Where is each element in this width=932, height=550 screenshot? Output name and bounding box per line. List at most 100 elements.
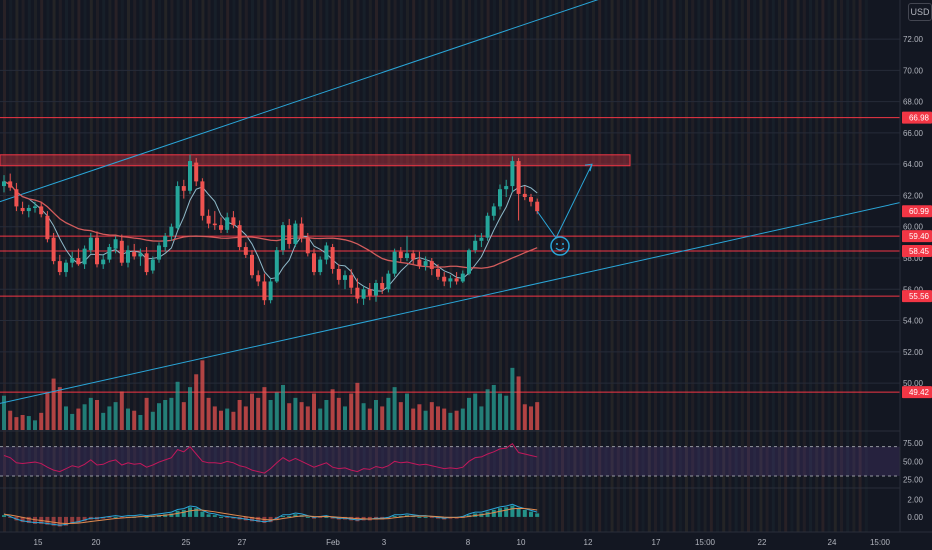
volume-bar: [138, 415, 143, 430]
ma-slow-line: [3, 180, 538, 269]
candle-body: [95, 237, 99, 265]
day-stripe: [511, 0, 515, 532]
day-stripe: [604, 0, 608, 532]
candle-body: [361, 289, 366, 299]
candle-body: [374, 283, 378, 296]
price-tick-label: 62.00: [903, 191, 924, 200]
day-stripe: [796, 0, 800, 532]
volume-bar: [39, 412, 44, 430]
volume-bar: [485, 389, 490, 430]
day-stripe: [350, 0, 354, 532]
candle-body: [250, 254, 254, 276]
volume-bar: [299, 402, 304, 430]
volume-bar: [355, 382, 360, 430]
volume-bar: [157, 403, 161, 430]
macd-hist-bar: [423, 516, 428, 518]
day-stripe: [592, 0, 595, 532]
day-stripe: [734, 0, 738, 532]
day-stripe: [201, 0, 205, 532]
day-stripe: [536, 0, 540, 532]
day-stripe: [678, 0, 682, 532]
lower-trendline: [0, 194, 932, 404]
macd-hist-bar: [51, 516, 56, 526]
candle-body: [398, 251, 403, 258]
day-stripe: [21, 0, 25, 532]
volume-bar: [522, 404, 527, 430]
day-stripe: [672, 0, 676, 532]
day-stripe: [554, 0, 558, 532]
day-stripe: [52, 0, 56, 532]
candle-body: [237, 225, 242, 248]
smiley-icon: [550, 236, 570, 256]
candle-body: [144, 253, 149, 273]
price-tick-label: 68.00: [903, 98, 924, 107]
volume-bar: [150, 411, 155, 430]
price-tick-label: 60.00: [903, 223, 924, 232]
time-tick-label: 27: [238, 538, 247, 547]
macd-hist-bar: [250, 516, 254, 522]
price-tick-label: 70.00: [903, 66, 924, 75]
macd-hist-bar: [256, 516, 261, 523]
macd-hist-bar: [504, 507, 509, 517]
volume-bar: [479, 406, 484, 430]
day-stripe: [443, 0, 447, 532]
volume-bar: [262, 387, 267, 430]
candle-body: [417, 259, 422, 266]
volume-bar: [119, 391, 124, 430]
time-tick-label: 12: [584, 538, 593, 547]
volume-bar: [231, 411, 236, 430]
day-stripe: [548, 0, 552, 532]
volume-bar: [113, 402, 118, 430]
volume-bar: [535, 402, 540, 430]
candle-body: [163, 236, 168, 248]
price-level-badge: [902, 205, 932, 218]
macd-hist-bar: [219, 516, 223, 518]
candle-body: [256, 275, 261, 282]
candle-body: [535, 201, 540, 212]
macd-hist-bar: [20, 516, 25, 523]
volume-bar: [206, 397, 211, 430]
candle-body: [386, 273, 391, 290]
day-stripe: [46, 0, 50, 532]
candle-body: [194, 162, 199, 182]
currency-button[interactable]: USD: [908, 3, 932, 21]
volume-bar: [243, 406, 248, 430]
macd-hist-bar: [206, 514, 211, 517]
candle-body: [367, 289, 372, 296]
macd-hist-bar: [181, 509, 186, 517]
macd-hist-bar: [417, 516, 422, 518]
time-axis: [0, 532, 932, 550]
rsi-tick-label: 50.00: [903, 457, 924, 466]
price-level-label: 55.56: [909, 292, 930, 301]
day-stripe: [34, 0, 37, 532]
volume-bar: [250, 393, 254, 430]
day-stripe: [759, 0, 763, 532]
rsi-band: [0, 446, 900, 476]
day-stripe: [685, 0, 688, 532]
time-tick-label: 10: [517, 538, 526, 547]
price-level-label: 66.98: [909, 114, 930, 123]
candle-body: [45, 215, 50, 240]
day-stripe: [294, 0, 298, 532]
volume-bar: [405, 393, 409, 430]
macd-hist-bar: [200, 511, 205, 517]
day-stripe: [815, 0, 819, 532]
volume-bar: [64, 406, 68, 430]
candle-body: [305, 237, 310, 254]
day-stripe: [740, 0, 744, 532]
candle-body: [231, 217, 236, 226]
day-stripe: [716, 0, 719, 532]
candle-body: [70, 258, 75, 263]
volume-bar: [281, 385, 285, 430]
volume-bar: [417, 404, 422, 430]
smiley-eye: [556, 243, 558, 245]
day-stripe: [616, 0, 620, 532]
day-stripe: [846, 0, 850, 532]
candle-body: [188, 161, 192, 191]
smiley-face: [550, 236, 570, 256]
day-stripe: [722, 0, 726, 532]
volume-bar: [82, 404, 87, 430]
candle-body: [82, 248, 87, 265]
day-stripe: [9, 0, 13, 532]
